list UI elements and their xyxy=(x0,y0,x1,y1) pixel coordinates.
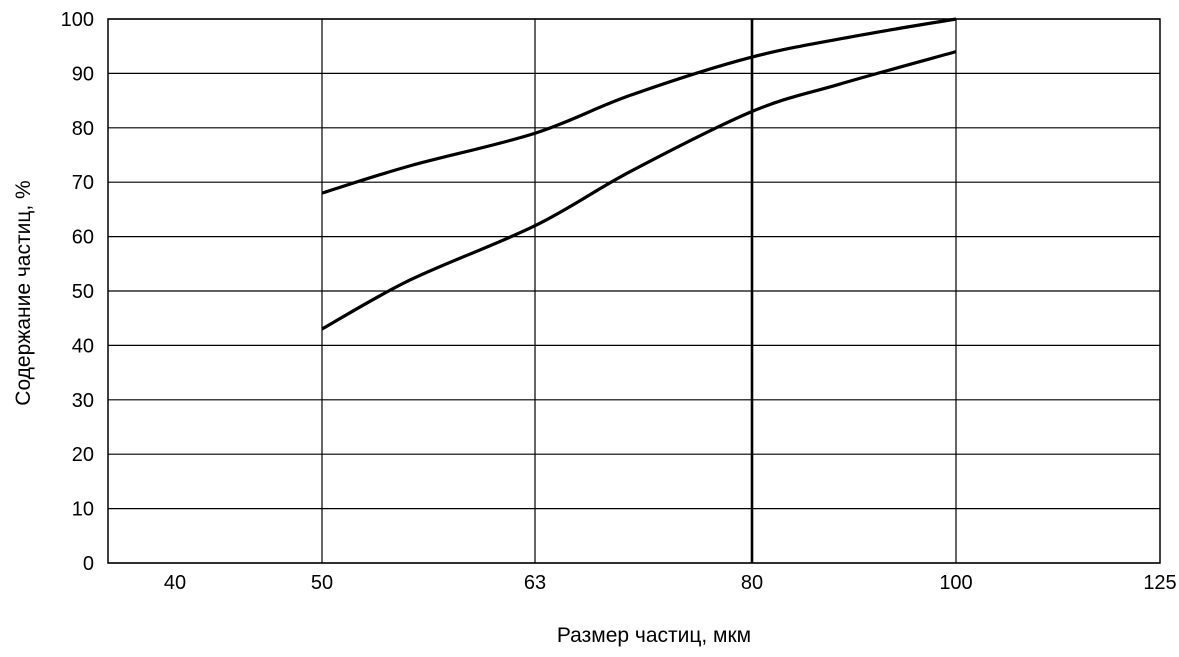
y-tick-label: 60 xyxy=(72,227,94,249)
tick-labels: 0 10 20 30 40 50 60 70 80 90 100 40 50 63 80 100 125 xyxy=(61,9,1177,594)
y-tick-label: 70 xyxy=(72,172,94,194)
y-tick-label: 10 xyxy=(72,499,94,521)
y-tick-label: 0 xyxy=(83,553,94,575)
x-tick-label: 63 xyxy=(524,572,546,594)
series-line-2 xyxy=(321,50,957,331)
y-tick-label: 100 xyxy=(61,9,94,31)
x-tick-label: 100 xyxy=(939,572,972,594)
grid-lines xyxy=(108,18,1160,564)
x-axis-title: Размер частиц, мкм xyxy=(557,624,751,647)
x-tick-label: 80 xyxy=(741,572,763,594)
y-tick-label: 40 xyxy=(72,335,94,357)
y-tick-label: 80 xyxy=(72,118,94,140)
series-lines xyxy=(321,17,957,331)
x-tick-label: 50 xyxy=(311,572,333,594)
y-axis-title: Содержание частиц, % xyxy=(12,180,35,405)
y-tick-label: 90 xyxy=(72,63,94,85)
y-tick-label: 50 xyxy=(72,281,94,303)
x-tick-label: 40 xyxy=(164,572,186,594)
y-tick-label: 30 xyxy=(72,390,94,412)
y-tick-label: 20 xyxy=(72,444,94,466)
plot-frame xyxy=(107,18,1161,564)
x-tick-label: 125 xyxy=(1143,572,1176,594)
series-line-1 xyxy=(321,17,957,195)
